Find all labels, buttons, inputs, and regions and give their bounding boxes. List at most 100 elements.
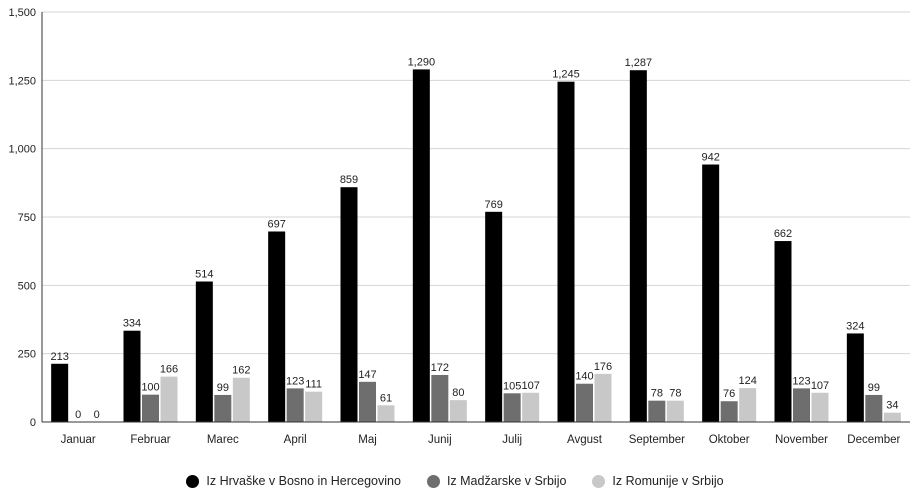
bar-1	[268, 231, 286, 422]
bar-value-label: 99	[868, 382, 880, 394]
bar-2	[431, 374, 449, 422]
bar-1	[340, 187, 358, 422]
bar-value-label: 107	[521, 380, 539, 392]
bars	[51, 69, 901, 423]
legend-swatch-series-1	[186, 474, 200, 488]
legend-label-series-3: Iz Romunije v Srbijo	[612, 474, 724, 488]
bar-1	[51, 363, 69, 422]
bar-value-label: 162	[232, 365, 250, 377]
bar-value-label: 0	[94, 409, 100, 421]
y-tick-label: 250	[18, 349, 36, 361]
y-tick-label: 750	[18, 212, 36, 224]
legend-swatch-series-3	[592, 474, 606, 488]
bar-1	[557, 81, 575, 422]
bar-2	[214, 394, 232, 422]
bar-value-label: 213	[50, 351, 68, 363]
bar-value-label: 78	[651, 388, 663, 400]
bar-value-label: 76	[723, 388, 735, 400]
bar-value-label: 324	[846, 320, 864, 332]
bar-2	[286, 388, 304, 422]
x-category-label: Maj	[358, 434, 377, 446]
bar-value-label: 1,290	[408, 56, 436, 68]
bar-2	[503, 393, 521, 422]
bar-value-label: 99	[217, 382, 229, 394]
x-category-label: December	[847, 434, 900, 446]
bar-1	[702, 164, 720, 422]
bar-value-label: 123	[286, 375, 304, 387]
bar-2	[865, 394, 883, 422]
bar-value-label: 105	[503, 380, 521, 392]
bar-value-label: 1,287	[625, 57, 653, 69]
bar-1	[629, 70, 647, 422]
legend-label-series-1: Iz Hrvaške v Bosno in Hercegovino	[206, 474, 401, 488]
bar-2	[720, 401, 738, 422]
x-category-label: November	[775, 434, 828, 446]
x-category-label: September	[629, 434, 685, 446]
bar-3	[232, 377, 250, 422]
bar-value-label: 662	[774, 228, 792, 240]
gridlines	[42, 11, 910, 355]
bar-value-label: 859	[340, 174, 358, 186]
bar-value-label: 769	[484, 199, 502, 211]
bar-value-label: 111	[305, 379, 322, 391]
bar-value-label: 107	[811, 380, 829, 392]
bar-value-label: 147	[358, 369, 376, 381]
legend: Iz Hrvaške v Bosno in Hercegovino Iz Mad…	[0, 474, 910, 488]
y-tick-label: 1,500	[8, 7, 36, 19]
bar-1	[195, 281, 213, 422]
y-axis-ticks: 0 250 500 750 1,000 1,250 1,500	[8, 7, 36, 429]
bar-3	[594, 373, 612, 422]
bar-3	[666, 400, 684, 422]
bar-2	[793, 388, 810, 422]
bar-3	[883, 412, 901, 422]
bar-value-label: 0	[75, 409, 81, 421]
x-category-label: Julij	[502, 434, 522, 446]
bar-value-label: 140	[575, 371, 593, 383]
bar-value-label: 334	[123, 318, 141, 330]
bar-value-label: 100	[141, 382, 159, 394]
bar-1	[412, 69, 430, 423]
bar-value-label: 166	[160, 364, 178, 376]
bar-3	[449, 400, 467, 422]
bar-value-label: 80	[452, 387, 464, 399]
bar-2	[142, 394, 159, 422]
legend-item-series-1: Iz Hrvaške v Bosno in Hercegovino	[186, 474, 401, 488]
bar-value-label: 78	[669, 388, 681, 400]
x-category-label: Januar	[61, 434, 96, 446]
x-category-label: Junij	[428, 434, 452, 446]
x-category-label: Oktober	[709, 434, 750, 446]
x-axis-categories: Januar Februar Marec April Maj Junij Julij Avgu…	[61, 434, 901, 446]
bar-1	[846, 333, 864, 422]
bar-1	[485, 211, 503, 422]
bar-3	[522, 392, 540, 422]
y-tick-label: 0	[30, 417, 36, 429]
x-category-label: Avgust	[567, 434, 603, 446]
bar-value-label: 176	[594, 361, 612, 373]
bar-3	[811, 392, 829, 422]
bar-value-label: 514	[195, 269, 213, 281]
bar-3	[739, 388, 757, 422]
bar-2	[648, 400, 666, 422]
bar-value-label: 697	[267, 218, 285, 230]
bar-3	[305, 391, 323, 422]
legend-swatch-series-2	[426, 474, 440, 488]
bar-value-label: 123	[792, 375, 810, 387]
y-tick-label: 1,000	[8, 144, 36, 156]
legend-label-series-2: Iz Madžarske v Srbijo	[446, 474, 567, 488]
bar-value-label: 61	[380, 392, 392, 404]
bar-2	[359, 381, 376, 422]
bar-value-label: 124	[738, 375, 756, 387]
y-tick-label: 500	[18, 280, 36, 292]
bar-value-label: 942	[701, 152, 719, 164]
bar-2	[576, 383, 593, 422]
legend-item-series-3: Iz Romunije v Srbijo	[592, 474, 724, 488]
x-category-label: Februar	[130, 434, 170, 446]
bar-1	[123, 330, 141, 422]
bar-value-label: 172	[431, 362, 449, 374]
bar-3	[160, 376, 178, 422]
x-category-label: Marec	[207, 434, 239, 446]
bar-3	[377, 405, 395, 422]
bar-value-label: 34	[886, 400, 898, 412]
